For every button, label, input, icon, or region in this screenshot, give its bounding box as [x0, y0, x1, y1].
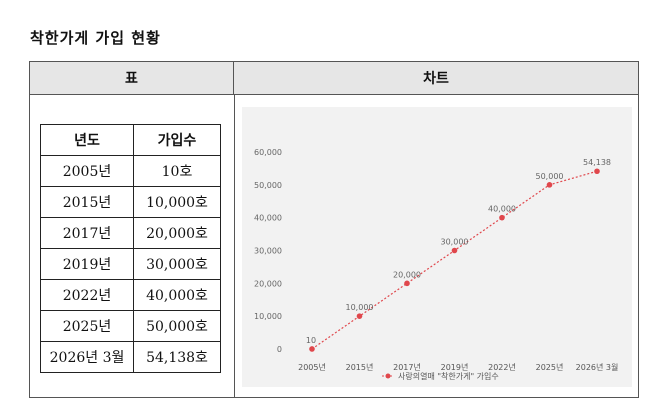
x-tick-label: 2019년 [441, 362, 469, 372]
table-row: 2005년 10호 [40, 155, 221, 187]
chart-section-header: 차트 [234, 62, 638, 95]
y-tick-label: 60,000 [254, 148, 282, 157]
section-divider [234, 95, 235, 397]
series-line [311, 170, 598, 350]
year-cell: 2015년 [40, 186, 134, 218]
table-row: 2015년 10,000호 [40, 186, 221, 218]
count-cell: 30,000호 [133, 248, 221, 280]
y-tick-label: 50,000 [254, 181, 282, 190]
data-point [499, 214, 505, 221]
data-label: 10,000 [346, 303, 374, 312]
data-point [546, 182, 553, 188]
count-cell: 10호 [133, 155, 221, 187]
table-header-row: 년도 가입수 [40, 124, 221, 156]
data-label: 54,138 [583, 158, 611, 167]
data-point [451, 247, 458, 254]
y-tick-label: 20,000 [254, 279, 282, 288]
count-cell: 54,138호 [133, 341, 221, 373]
y-tick-label: 10,000 [254, 312, 282, 321]
data-point [309, 346, 315, 352]
table-row: 2019년 30,000호 [40, 248, 221, 280]
column-header-count: 가입수 [133, 124, 221, 156]
legend-label: 사랑의열매 "착한가게" 가입수 [398, 371, 499, 381]
year-cell: 2019년 [40, 248, 134, 280]
data-label: 40,000 [488, 205, 516, 214]
data-label: 30,000 [441, 238, 469, 247]
x-tick-label: 2022년 [488, 362, 516, 372]
table-row: 2025년 50,000호 [40, 310, 221, 342]
data-point [356, 313, 363, 319]
count-cell: 40,000호 [133, 279, 221, 311]
y-tick-label: 40,000 [254, 214, 282, 223]
year-cell: 2025년 [40, 310, 134, 342]
table-row: 2026년 3월 54,138호 [40, 341, 221, 373]
year-cell: 2022년 [40, 279, 134, 311]
data-label: 10 [306, 336, 316, 345]
table-row: 2022년 40,000호 [40, 279, 221, 311]
x-tick-label: 2005년 [298, 362, 326, 372]
table-row: 2017년 20,000호 [40, 217, 221, 249]
table-section-header: 표 [30, 62, 234, 95]
data-label: 20,000 [393, 270, 421, 279]
count-cell: 10,000호 [133, 186, 221, 218]
column-header-year: 년도 [40, 124, 134, 156]
count-cell: 20,000호 [133, 217, 221, 249]
data-point [404, 280, 410, 287]
chart-panel: 0 10,000 20,000 30,000 40,000 50,000 60,000 200… [242, 107, 632, 387]
status-frame: 표 차트 년도 가입수 2005년 10호 2015년 10,000호 2017… [29, 61, 639, 398]
membership-table: 년도 가입수 2005년 10호 2015년 10,000호 2017년 20,… [40, 124, 221, 373]
x-tick-label: 2026년 3월 [576, 362, 619, 372]
legend-marker [385, 373, 391, 379]
x-tick-label: 2017년 [393, 362, 421, 372]
data-label: 50,000 [536, 172, 564, 181]
line-chart: 0 10,000 20,000 30,000 40,000 50,000 60,000 200… [254, 148, 619, 381]
year-cell: 2017년 [40, 217, 134, 249]
year-cell: 2026년 3월 [40, 341, 134, 373]
y-tick-label: 30,000 [254, 247, 282, 256]
y-tick-label: 0 [277, 345, 282, 354]
x-tick-label: 2025년 [536, 362, 564, 372]
data-point [594, 168, 600, 175]
x-tick-label: 2015년 [346, 362, 374, 372]
document-title: 착한가게 가입 현황 [30, 29, 161, 47]
count-cell: 50,000호 [133, 310, 221, 342]
year-cell: 2005년 [40, 155, 134, 187]
